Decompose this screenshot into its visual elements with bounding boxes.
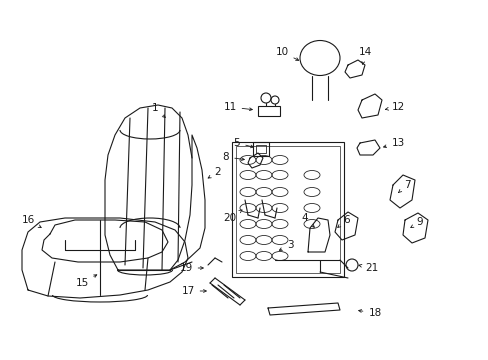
Text: 21: 21 — [358, 263, 378, 273]
Text: 16: 16 — [21, 215, 41, 228]
Bar — [256, 145, 265, 153]
Text: 2: 2 — [208, 167, 221, 178]
Text: 15: 15 — [75, 275, 97, 288]
Text: 7: 7 — [398, 180, 409, 193]
Text: 12: 12 — [385, 102, 404, 112]
Text: 17: 17 — [181, 286, 206, 296]
Bar — [258, 106, 280, 116]
Text: 5: 5 — [233, 138, 253, 148]
Text: 6: 6 — [337, 215, 349, 228]
Text: 11: 11 — [223, 102, 252, 112]
Text: 8: 8 — [222, 152, 244, 162]
Bar — [231, 142, 343, 277]
Bar — [236, 146, 339, 273]
Text: 20: 20 — [223, 210, 242, 223]
Text: 3: 3 — [279, 240, 293, 250]
Text: 18: 18 — [358, 308, 381, 318]
Bar — [252, 142, 268, 156]
Text: 19: 19 — [179, 263, 203, 273]
Text: 14: 14 — [358, 47, 371, 64]
Text: 4: 4 — [301, 213, 314, 228]
Text: 1: 1 — [151, 103, 165, 117]
Text: 9: 9 — [410, 217, 423, 228]
Text: 10: 10 — [275, 47, 298, 60]
Text: 13: 13 — [383, 138, 404, 148]
